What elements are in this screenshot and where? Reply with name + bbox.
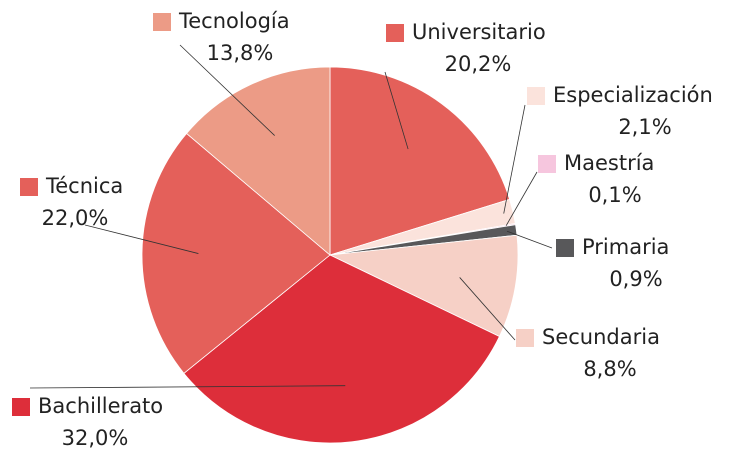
value-label: 8,8%	[583, 357, 636, 381]
leader-line	[29, 385, 346, 389]
slice-label: Tecnología	[178, 9, 290, 33]
leader-line	[384, 71, 409, 150]
leader-line	[84, 224, 199, 254]
value-label: 13,8%	[207, 41, 274, 65]
legend-swatch	[538, 155, 556, 173]
legend-swatch	[20, 178, 38, 196]
slice-label: Maestría	[564, 151, 654, 175]
leader-line	[506, 230, 553, 249]
value-label: 32,0%	[62, 426, 129, 449]
value-label: 22,0%	[42, 206, 109, 230]
slice-label: Especialización	[553, 83, 713, 107]
legend-swatch	[12, 398, 30, 416]
slice-label: Secundaria	[542, 325, 660, 349]
legend-swatch	[153, 13, 171, 31]
leader-line	[179, 44, 275, 136]
value-label: 20,2%	[445, 52, 512, 76]
pie-slice	[183, 254, 500, 444]
slice-label: Universitario	[412, 20, 546, 44]
pie-slice	[329, 66, 511, 256]
legend-swatch	[386, 24, 404, 42]
pie-slice	[185, 66, 331, 256]
value-label: 2,1%	[618, 115, 671, 139]
leader-line	[505, 171, 538, 226]
legend-swatch	[527, 87, 545, 105]
slice-label: Bachillerato	[38, 394, 163, 418]
legend-swatch	[556, 239, 574, 257]
pie-slice	[328, 234, 519, 337]
legend-swatch	[516, 329, 534, 347]
leader-line	[459, 277, 516, 341]
leader-line	[503, 104, 526, 214]
slice-label: Técnica	[45, 174, 123, 198]
pie-slice	[141, 132, 331, 374]
value-label: 0,9%	[609, 267, 662, 291]
slice-label: Primaria	[582, 235, 669, 259]
value-label: 0,1%	[588, 183, 641, 207]
